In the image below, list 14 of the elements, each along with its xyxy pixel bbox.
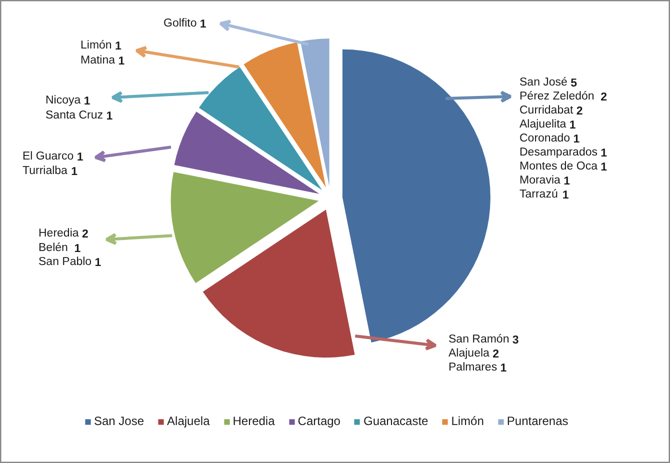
text: El Guarco 1 Turrialba 1: [22, 150, 84, 178]
legend-label: Puntarenas: [506, 414, 568, 428]
legend-label: Heredia: [232, 414, 275, 428]
text: San Ramón 3 Alajuela 2 Palmares 1: [448, 334, 519, 374]
legend-label: San Jose: [94, 414, 144, 428]
legend-label: Limón: [451, 414, 484, 428]
text: San José 5 Pérez Zeledón 2 Curridabat 2 Alajuelita 1 Coronado 1 Desamparados 1 Montes de Oca 1 Moravia 1 Tarrazú 1: [520, 76, 608, 202]
text: Heredia 2 Belén 1 San Pablo 1: [38, 228, 102, 270]
text: Nicoya 1 Santa Cruz 1: [46, 94, 114, 122]
legend-label: Alajuela: [167, 414, 210, 428]
legend-label: Cartago: [298, 414, 340, 428]
text: Limón 1 Matina 1: [80, 40, 126, 68]
text: Golfito 1: [164, 18, 207, 30]
legend-label: Guanacaste: [363, 414, 428, 428]
